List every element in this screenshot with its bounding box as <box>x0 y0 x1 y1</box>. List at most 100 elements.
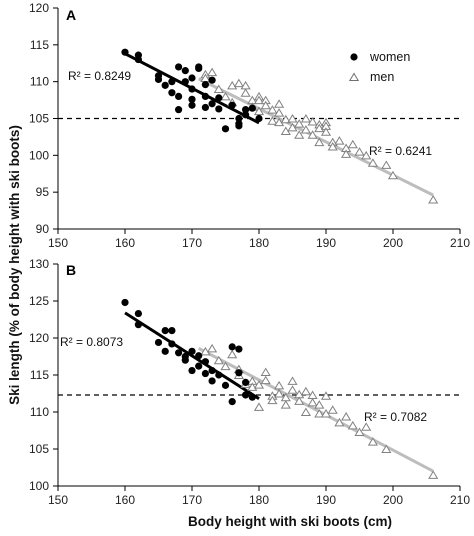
panel-b-y-tick-label: 105 <box>29 442 49 456</box>
panel-b-women-point <box>201 358 209 366</box>
panel-b-men-point <box>341 411 352 421</box>
panel-a-men-point <box>428 195 439 204</box>
panel-b-men-point <box>227 349 238 359</box>
panel-a-women-point <box>221 125 230 133</box>
panel-a-women-point <box>188 74 196 82</box>
panel-a-women-point <box>201 92 209 100</box>
panel-a-men-point <box>253 106 265 116</box>
panel-a-men-point <box>341 149 352 158</box>
panel-a-men-point <box>367 158 378 167</box>
panel-a-women-point <box>121 48 129 56</box>
panel-a-men-point <box>347 139 358 149</box>
panel-a-x-tick-label: 190 <box>316 236 336 250</box>
panel-a-men-point <box>267 116 278 125</box>
panel-a-women-point <box>215 94 223 102</box>
panel-a-men-point <box>327 142 338 151</box>
panel-b-women-trend-line <box>124 311 260 400</box>
panel-a-tick-labels: 90 95 100 105 110 115 120 150 160 170 180 190 200 210 <box>29 1 470 250</box>
panel-a-men-point <box>387 170 399 180</box>
panel-b-women-r2-label: R² = 0.8073 <box>60 335 123 349</box>
panel-a-men-point <box>314 137 325 147</box>
panel-a-men-point <box>207 67 218 77</box>
panel-b-women-point <box>188 366 196 375</box>
panel-a-women-point <box>242 106 250 114</box>
panel-b-y-tick-label: 130 <box>29 257 49 271</box>
panel-b-x-tick-label: 190 <box>316 493 336 507</box>
panel-b-men-point <box>347 420 358 430</box>
panel-b-y-tick-label: 110 <box>30 405 49 419</box>
panel-b-x-tick-label: 210 <box>450 493 470 507</box>
panel-b-men-point <box>354 427 365 436</box>
panel-a-women-point <box>248 104 256 112</box>
panel-a-men-point <box>220 91 231 101</box>
panel-b-men-r2-label: R² = 0.7082 <box>364 410 427 424</box>
panel-a-women-point <box>181 67 189 75</box>
legend-women-marker <box>350 53 358 61</box>
panel-a-men-point <box>294 119 305 128</box>
panel-b-women-point <box>161 327 169 335</box>
panel-a: 90 95 100 105 110 115 120 150 160 170 180 190 200 210… <box>29 1 470 250</box>
panel-b-y-tick-label: 120 <box>29 331 49 345</box>
panel-a-women-point <box>208 76 216 84</box>
panel-a-letter: A <box>66 7 76 23</box>
panel-b-women-point <box>161 347 169 355</box>
panel-a-men-point <box>361 150 372 160</box>
panel-a-y-tick-label: 120 <box>29 1 49 15</box>
panel-b-women-point <box>121 298 129 307</box>
panel-b-y-tick-label: 100 <box>29 479 49 493</box>
panel-b-women-point <box>168 340 176 348</box>
panel-a-men-point <box>381 160 392 169</box>
panel-a-men-point <box>294 130 305 139</box>
panel-a-men-point <box>320 127 332 136</box>
panel-a-y-tick-label: 95 <box>36 185 50 199</box>
panel-a-men-point <box>260 100 271 110</box>
panel-b-women-point <box>208 377 216 385</box>
legend-women-label: women <box>369 50 410 64</box>
panel-a-men-point <box>274 117 285 127</box>
panel-a-y-tick-label: 90 <box>36 222 50 236</box>
panel-b-women-point <box>195 352 203 360</box>
panel-a-points <box>121 48 439 204</box>
panel-a-y-tick-label: 105 <box>29 112 49 126</box>
panel-b-men-point <box>300 407 311 416</box>
panel-a-women-point <box>235 114 243 123</box>
panel-b-men-point <box>294 396 305 405</box>
panel-a-women-point <box>242 111 250 119</box>
panel-a-men-point <box>233 78 244 88</box>
panel-a-women-point <box>175 106 183 114</box>
panel-b-men-point <box>267 395 278 405</box>
panel-b-women-point <box>181 356 189 364</box>
panel-b-x-tick-label: 200 <box>383 493 403 507</box>
y-axis-label: Ski length (% of body height with ski bo… <box>7 125 22 405</box>
panel-b-women-point <box>242 378 250 386</box>
panel-b-women-point <box>228 398 236 406</box>
panel-a-men-r2-label: R² = 0.6241 <box>369 144 432 158</box>
panel-a-women-point <box>134 55 142 64</box>
panel-b-men-point <box>314 409 325 418</box>
panel-b-x-tick-label: 160 <box>115 493 135 507</box>
panel-a-x-tick-label: 180 <box>249 236 269 250</box>
panel-b-women-point <box>242 391 250 399</box>
legend-men-marker <box>348 72 360 81</box>
panel-b-x-tick-label: 150 <box>48 493 68 507</box>
panel-a-y-tick-label: 115 <box>30 38 49 52</box>
panel-a-men-point <box>253 95 265 105</box>
panel-b-women-point <box>134 309 142 318</box>
panel-b-women-point <box>134 321 142 329</box>
panel-b-men-point <box>287 385 298 394</box>
panel-a-men-point <box>354 147 365 156</box>
panel-a-men-point <box>267 105 278 114</box>
panel-b-men-point <box>327 405 338 414</box>
panel-a-women-point <box>195 63 203 71</box>
panel-b-men-point <box>200 346 211 356</box>
panel-a-women-point <box>215 105 223 113</box>
panel-b-women-point <box>248 393 256 401</box>
panel-a-women-point <box>168 78 176 86</box>
legend: women men <box>348 50 410 84</box>
panel-a-women-point <box>208 100 216 108</box>
panel-a-x-tick-label: 200 <box>383 236 403 250</box>
panel-b-men-point <box>367 437 378 446</box>
panel-b-men-point <box>314 400 325 409</box>
panel-a-men-point <box>307 130 318 139</box>
panel-b-women-point <box>235 369 243 377</box>
